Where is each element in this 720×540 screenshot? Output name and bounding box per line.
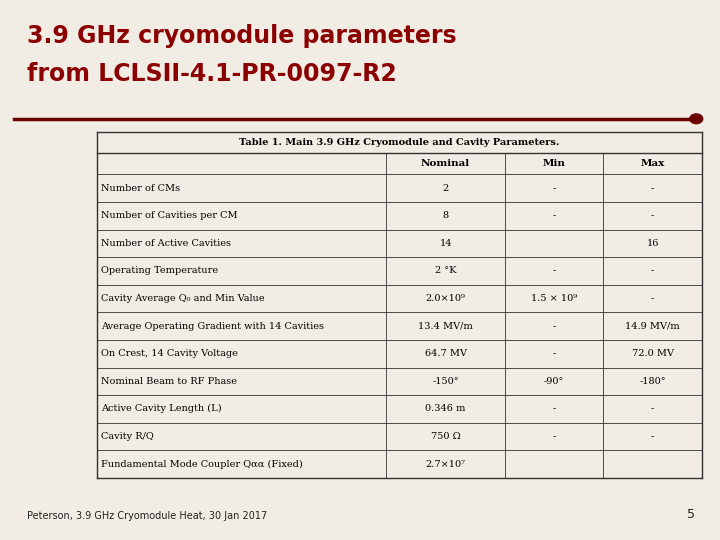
Text: 14.9 MV/m: 14.9 MV/m <box>626 322 680 330</box>
Text: -90°: -90° <box>544 377 564 386</box>
Text: -: - <box>651 294 654 303</box>
Text: Peterson, 3.9 GHz Cryomodule Heat, 30 Jan 2017: Peterson, 3.9 GHz Cryomodule Heat, 30 Ja… <box>27 511 268 521</box>
Text: On Crest, 14 Cavity Voltage: On Crest, 14 Cavity Voltage <box>101 349 238 358</box>
Text: 2.0×10⁹: 2.0×10⁹ <box>426 294 466 303</box>
Text: Nominal: Nominal <box>421 159 470 168</box>
Text: 13.4 MV/m: 13.4 MV/m <box>418 322 473 330</box>
Text: Cavity R/Q: Cavity R/Q <box>101 432 153 441</box>
Text: Table 1. Main 3.9 GHz Cryomodule and Cavity Parameters.: Table 1. Main 3.9 GHz Cryomodule and Cav… <box>240 138 559 147</box>
Text: -: - <box>651 404 654 414</box>
Text: Min: Min <box>543 159 565 168</box>
Text: from LCLSII-4.1-PR-0097-R2: from LCLSII-4.1-PR-0097-R2 <box>27 62 397 86</box>
Text: 5: 5 <box>687 508 695 521</box>
Text: -180°: -180° <box>639 377 666 386</box>
Text: Fundamental Mode Coupler Qαα (Fixed): Fundamental Mode Coupler Qαα (Fixed) <box>101 460 302 469</box>
Text: Number of Cavities per CM: Number of Cavities per CM <box>101 211 238 220</box>
Text: 2: 2 <box>443 184 449 193</box>
Text: -: - <box>651 184 654 193</box>
Text: -: - <box>552 184 556 193</box>
Text: -: - <box>651 211 654 220</box>
Text: 16: 16 <box>647 239 659 248</box>
Text: 72.0 MV: 72.0 MV <box>631 349 674 358</box>
Text: Number of Active Cavities: Number of Active Cavities <box>101 239 231 248</box>
Text: -: - <box>651 432 654 441</box>
Text: -: - <box>552 404 556 414</box>
Text: -: - <box>552 349 556 358</box>
Text: 750 Ω: 750 Ω <box>431 432 461 441</box>
Text: Active Cavity Length (L): Active Cavity Length (L) <box>101 404 222 414</box>
Text: 14: 14 <box>439 239 452 248</box>
Text: 2 °K: 2 °K <box>435 266 456 275</box>
Text: Operating Temperature: Operating Temperature <box>101 266 218 275</box>
Text: Number of CMs: Number of CMs <box>101 184 180 193</box>
Text: -: - <box>552 432 556 441</box>
Text: 64.7 MV: 64.7 MV <box>425 349 467 358</box>
Text: -: - <box>552 266 556 275</box>
Text: -: - <box>552 211 556 220</box>
Text: Max: Max <box>641 159 665 168</box>
Text: 1.5 × 10⁹: 1.5 × 10⁹ <box>531 294 577 303</box>
Text: 8: 8 <box>443 211 449 220</box>
Text: -: - <box>651 266 654 275</box>
Text: 2.7×10⁷: 2.7×10⁷ <box>426 460 466 469</box>
Text: Cavity Average Q₀ and Min Value: Cavity Average Q₀ and Min Value <box>101 294 264 303</box>
Text: -150°: -150° <box>433 377 459 386</box>
Text: Average Operating Gradient with 14 Cavities: Average Operating Gradient with 14 Cavit… <box>101 322 324 330</box>
Text: -: - <box>552 322 556 330</box>
Text: 3.9 GHz cryomodule parameters: 3.9 GHz cryomodule parameters <box>27 24 457 48</box>
Text: Nominal Beam to RF Phase: Nominal Beam to RF Phase <box>101 377 237 386</box>
Text: 0.346 m: 0.346 m <box>426 404 466 414</box>
